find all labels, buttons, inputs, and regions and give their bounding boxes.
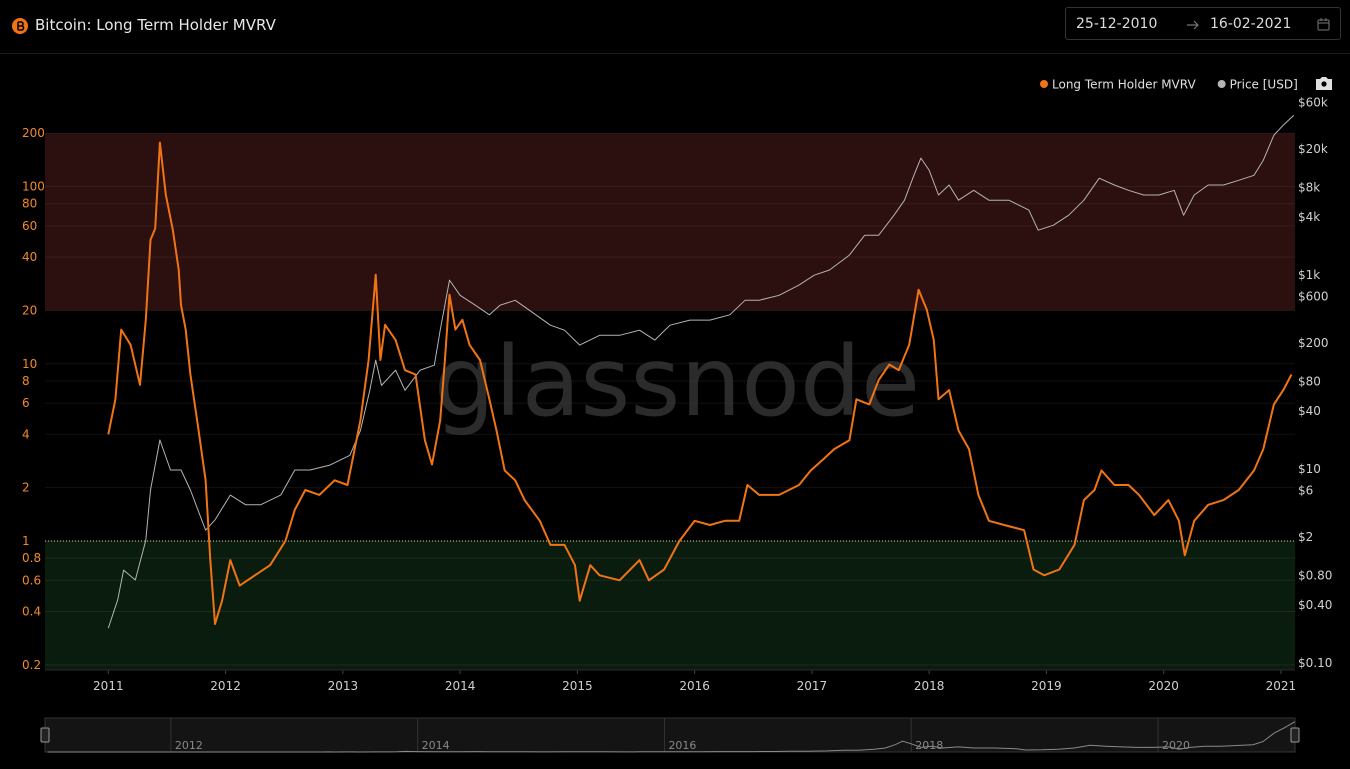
y2-tick-label: $10 bbox=[1298, 462, 1321, 476]
y-tick-label: 0.4 bbox=[22, 604, 41, 618]
legend-marker[interactable] bbox=[1040, 80, 1048, 88]
y-tick-label: 10 bbox=[22, 357, 37, 371]
x-tick-label: 2020 bbox=[1148, 679, 1179, 693]
navigator-tick-label: 2014 bbox=[422, 739, 450, 752]
y2-tick-label: $1k bbox=[1298, 268, 1320, 282]
bitcoin-icon bbox=[12, 18, 28, 34]
y2-tick-label: $2 bbox=[1298, 530, 1313, 544]
arrow-icon bbox=[1187, 20, 1199, 30]
y-tick-label: 200 bbox=[22, 126, 45, 140]
y-tick-label: 40 bbox=[22, 250, 37, 264]
watermark: glassnode bbox=[434, 326, 920, 438]
navigator-tick-label: 2012 bbox=[175, 739, 203, 752]
zone-band bbox=[45, 540, 1295, 670]
date-to[interactable]: 16-02-2021 bbox=[1210, 16, 1292, 32]
y-tick-label: 4 bbox=[22, 427, 30, 441]
x-tick-label: 2018 bbox=[914, 679, 945, 693]
navigator-tick-label: 2016 bbox=[668, 739, 696, 752]
y-tick-label: 20 bbox=[22, 303, 37, 317]
y-tick-label: 2 bbox=[22, 481, 30, 495]
y2-tick-label: $8k bbox=[1298, 181, 1320, 195]
y-tick-label: 0.2 bbox=[22, 658, 41, 672]
series-line bbox=[107, 114, 1295, 629]
x-tick-label: 2013 bbox=[328, 679, 359, 693]
calendar-icon[interactable] bbox=[1317, 18, 1330, 31]
x-tick-label: 2019 bbox=[1031, 679, 1062, 693]
legend-label[interactable]: Price [USD] bbox=[1230, 78, 1298, 92]
y2-tick-label: $0.10 bbox=[1298, 656, 1332, 670]
camera-lens bbox=[1321, 81, 1327, 87]
y-tick-label: 60 bbox=[22, 219, 37, 233]
x-tick-label: 2015 bbox=[562, 679, 593, 693]
navigator-tick-label: 2018 bbox=[915, 739, 943, 752]
camera-icon[interactable] bbox=[1316, 77, 1332, 90]
y2-tick-label: $0.40 bbox=[1298, 598, 1332, 612]
legend-marker[interactable] bbox=[1217, 80, 1226, 88]
legend-label[interactable]: Long Term Holder MVRV bbox=[1052, 78, 1196, 92]
navigator-handle[interactable] bbox=[40, 727, 50, 743]
navigator-line bbox=[47, 721, 1296, 753]
y-tick-label: 6 bbox=[22, 396, 30, 410]
y-tick-label: 8 bbox=[22, 374, 30, 388]
navigator-handle[interactable] bbox=[1290, 727, 1300, 743]
x-tick-label: 2016 bbox=[679, 679, 710, 693]
y2-tick-label: $600 bbox=[1298, 290, 1329, 304]
y-tick-label: 0.8 bbox=[22, 551, 41, 565]
zone-band bbox=[45, 133, 1295, 311]
y2-tick-label: $80 bbox=[1298, 375, 1321, 389]
y2-tick-label: $200 bbox=[1298, 336, 1329, 350]
x-tick-label: 2011 bbox=[93, 679, 124, 693]
y-tick-label: 0.6 bbox=[22, 573, 41, 587]
x-tick-label: 2017 bbox=[797, 679, 828, 693]
navigator bbox=[44, 717, 1296, 753]
y2-tick-label: $4k bbox=[1298, 210, 1320, 224]
y2-tick-label: $20k bbox=[1298, 142, 1328, 156]
y-tick-label: 1 bbox=[22, 534, 30, 548]
y2-tick-label: $60k bbox=[1298, 96, 1328, 110]
series-line bbox=[107, 141, 1293, 625]
y2-tick-label: $40 bbox=[1298, 404, 1321, 418]
date-range-picker[interactable]: 25-12-2010 16-02-2021 bbox=[1065, 7, 1341, 40]
y-tick-label: 80 bbox=[22, 197, 37, 211]
y2-tick-label: $6 bbox=[1298, 484, 1313, 498]
y2-tick-label: $0.80 bbox=[1298, 569, 1332, 583]
header: Bitcoin: Long Term Holder MVRV 25-12-201… bbox=[0, 0, 1350, 54]
y-tick-label: 100 bbox=[22, 180, 45, 194]
navigator-tick-label: 2020 bbox=[1162, 739, 1190, 752]
chart-title: Bitcoin: Long Term Holder MVRV bbox=[35, 16, 276, 34]
x-tick-label: 2012 bbox=[210, 679, 241, 693]
x-tick-label: 2021 bbox=[1266, 679, 1297, 693]
date-from[interactable]: 25-12-2010 bbox=[1076, 16, 1158, 32]
x-tick-label: 2014 bbox=[445, 679, 476, 693]
